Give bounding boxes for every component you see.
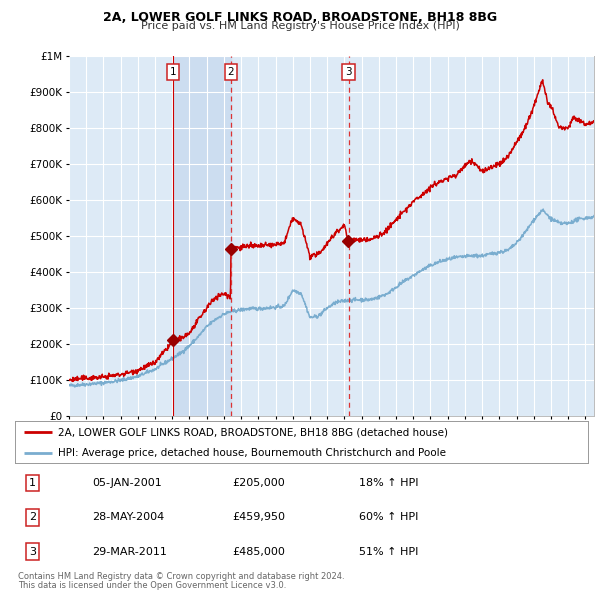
Text: £205,000: £205,000 xyxy=(233,478,286,489)
Text: Contains HM Land Registry data © Crown copyright and database right 2024.: Contains HM Land Registry data © Crown c… xyxy=(18,572,344,581)
Text: 2A, LOWER GOLF LINKS ROAD, BROADSTONE, BH18 8BG (detached house): 2A, LOWER GOLF LINKS ROAD, BROADSTONE, B… xyxy=(58,427,448,437)
Text: 1: 1 xyxy=(29,478,35,489)
Text: 1: 1 xyxy=(170,67,176,77)
Text: HPI: Average price, detached house, Bournemouth Christchurch and Poole: HPI: Average price, detached house, Bour… xyxy=(58,448,446,457)
Text: 05-JAN-2001: 05-JAN-2001 xyxy=(92,478,162,489)
Text: £485,000: £485,000 xyxy=(233,546,286,556)
Text: £459,950: £459,950 xyxy=(233,513,286,522)
Text: 3: 3 xyxy=(29,546,35,556)
Text: This data is licensed under the Open Government Licence v3.0.: This data is licensed under the Open Gov… xyxy=(18,581,286,589)
Text: 18% ↑ HPI: 18% ↑ HPI xyxy=(359,478,418,489)
Text: 29-MAR-2011: 29-MAR-2011 xyxy=(92,546,167,556)
Text: 3: 3 xyxy=(345,67,352,77)
Text: 2: 2 xyxy=(29,513,36,522)
Text: 60% ↑ HPI: 60% ↑ HPI xyxy=(359,513,418,522)
Text: 2: 2 xyxy=(227,67,234,77)
Text: 2A, LOWER GOLF LINKS ROAD, BROADSTONE, BH18 8BG: 2A, LOWER GOLF LINKS ROAD, BROADSTONE, B… xyxy=(103,11,497,24)
Text: 51% ↑ HPI: 51% ↑ HPI xyxy=(359,546,418,556)
Text: Price paid vs. HM Land Registry's House Price Index (HPI): Price paid vs. HM Land Registry's House … xyxy=(140,21,460,31)
Bar xyxy=(173,56,231,416)
Text: 28-MAY-2004: 28-MAY-2004 xyxy=(92,513,164,522)
